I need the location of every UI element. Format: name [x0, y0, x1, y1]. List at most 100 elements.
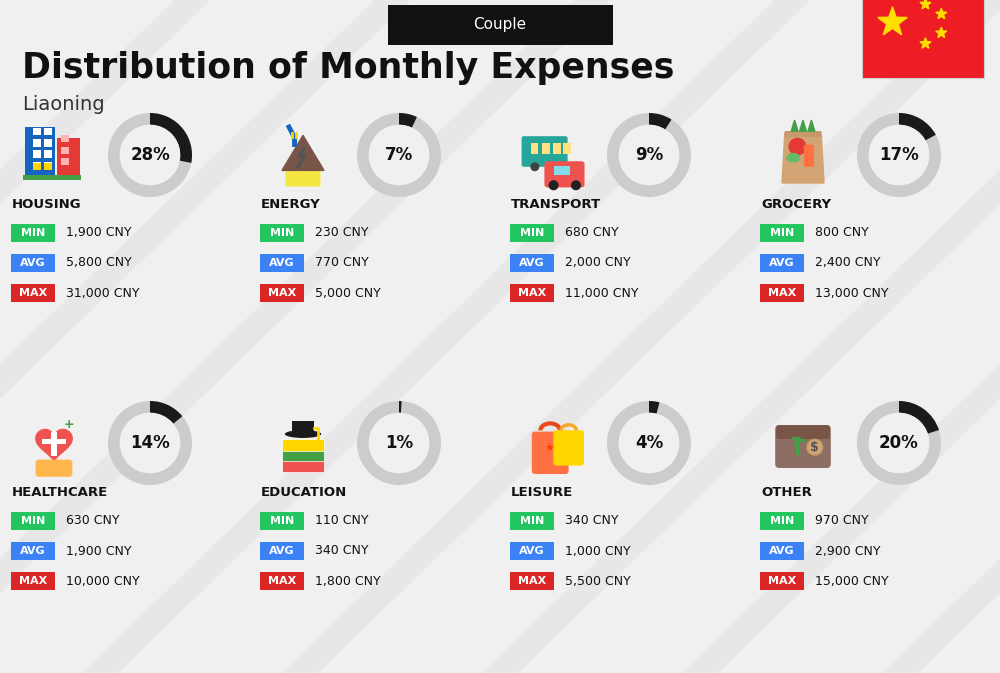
FancyBboxPatch shape [760, 572, 804, 590]
FancyBboxPatch shape [61, 135, 69, 143]
Wedge shape [399, 401, 402, 413]
FancyBboxPatch shape [544, 162, 585, 187]
Text: MIN: MIN [270, 516, 294, 526]
FancyBboxPatch shape [57, 138, 80, 179]
FancyBboxPatch shape [282, 439, 324, 451]
Text: 11,000 CNY: 11,000 CNY [565, 287, 639, 299]
Polygon shape [791, 120, 798, 131]
Text: MAX: MAX [19, 576, 47, 586]
Text: 28%: 28% [130, 146, 170, 164]
Text: AVG: AVG [20, 258, 46, 268]
FancyBboxPatch shape [776, 425, 830, 439]
FancyBboxPatch shape [44, 128, 52, 135]
Text: 5,000 CNY: 5,000 CNY [315, 287, 381, 299]
FancyBboxPatch shape [42, 439, 66, 444]
FancyBboxPatch shape [760, 542, 804, 560]
Circle shape [571, 180, 581, 190]
Text: 5,800 CNY: 5,800 CNY [66, 256, 132, 269]
Text: HOUSING: HOUSING [12, 199, 82, 211]
Text: 230 CNY: 230 CNY [315, 227, 368, 240]
FancyBboxPatch shape [510, 223, 554, 242]
FancyBboxPatch shape [51, 432, 57, 456]
Text: +: + [64, 419, 75, 431]
Text: Liaoning: Liaoning [22, 96, 105, 114]
Text: LEISURE: LEISURE [511, 487, 573, 499]
Text: 970 CNY: 970 CNY [815, 514, 869, 528]
Text: 7%: 7% [385, 146, 413, 164]
Circle shape [788, 138, 806, 155]
Text: AVG: AVG [269, 546, 295, 556]
FancyBboxPatch shape [23, 175, 81, 180]
Ellipse shape [285, 430, 321, 438]
FancyBboxPatch shape [760, 254, 804, 273]
Text: MIN: MIN [21, 228, 45, 238]
FancyBboxPatch shape [260, 572, 304, 590]
Text: AVG: AVG [519, 258, 545, 268]
FancyBboxPatch shape [25, 127, 55, 179]
Circle shape [619, 125, 679, 185]
FancyBboxPatch shape [522, 136, 568, 167]
Text: MIN: MIN [770, 228, 794, 238]
Circle shape [619, 413, 679, 473]
Text: GROCERY: GROCERY [761, 199, 831, 211]
Text: MAX: MAX [768, 576, 796, 586]
FancyBboxPatch shape [804, 145, 814, 167]
Circle shape [369, 413, 429, 473]
Wedge shape [649, 113, 672, 129]
Wedge shape [899, 113, 936, 141]
FancyBboxPatch shape [510, 254, 554, 273]
FancyBboxPatch shape [11, 572, 55, 590]
FancyBboxPatch shape [61, 157, 69, 165]
FancyBboxPatch shape [44, 162, 52, 170]
FancyBboxPatch shape [531, 143, 538, 153]
FancyBboxPatch shape [11, 254, 55, 273]
FancyBboxPatch shape [33, 162, 41, 170]
FancyBboxPatch shape [532, 431, 569, 474]
Text: Couple: Couple [473, 17, 527, 32]
FancyBboxPatch shape [33, 150, 41, 157]
Text: 1,900 CNY: 1,900 CNY [66, 227, 132, 240]
Circle shape [530, 162, 539, 171]
Circle shape [869, 125, 929, 185]
FancyBboxPatch shape [510, 511, 554, 530]
Polygon shape [36, 429, 72, 462]
Circle shape [120, 413, 180, 473]
Text: MIN: MIN [770, 516, 794, 526]
FancyBboxPatch shape [44, 150, 52, 157]
Text: MAX: MAX [268, 576, 296, 586]
FancyBboxPatch shape [33, 128, 41, 135]
FancyBboxPatch shape [510, 542, 554, 560]
Text: 2,000 CNY: 2,000 CNY [565, 256, 631, 269]
Wedge shape [899, 401, 939, 433]
FancyBboxPatch shape [11, 542, 55, 560]
FancyBboxPatch shape [260, 254, 304, 273]
Wedge shape [649, 401, 659, 414]
Circle shape [869, 413, 929, 473]
FancyBboxPatch shape [11, 223, 55, 242]
FancyBboxPatch shape [563, 143, 571, 153]
Text: MAX: MAX [19, 288, 47, 298]
Text: MIN: MIN [520, 516, 544, 526]
FancyBboxPatch shape [542, 143, 550, 153]
Text: 9%: 9% [635, 146, 663, 164]
Text: HEALTHCARE: HEALTHCARE [12, 487, 108, 499]
Text: AVG: AVG [769, 546, 795, 556]
FancyBboxPatch shape [11, 511, 55, 530]
Polygon shape [782, 133, 824, 183]
Text: 14%: 14% [130, 434, 170, 452]
FancyBboxPatch shape [510, 572, 554, 590]
Wedge shape [150, 401, 182, 424]
Polygon shape [800, 120, 806, 131]
Wedge shape [399, 113, 417, 128]
Text: AVG: AVG [519, 546, 545, 556]
Wedge shape [108, 401, 192, 485]
Text: AVG: AVG [20, 546, 46, 556]
Ellipse shape [786, 153, 800, 163]
Text: 2,400 CNY: 2,400 CNY [815, 256, 881, 269]
Polygon shape [920, 0, 931, 9]
Text: MIN: MIN [270, 228, 294, 238]
Text: 10,000 CNY: 10,000 CNY [66, 575, 140, 588]
Text: Distribution of Monthly Expenses: Distribution of Monthly Expenses [22, 51, 674, 85]
FancyBboxPatch shape [760, 511, 804, 530]
FancyBboxPatch shape [11, 284, 55, 302]
